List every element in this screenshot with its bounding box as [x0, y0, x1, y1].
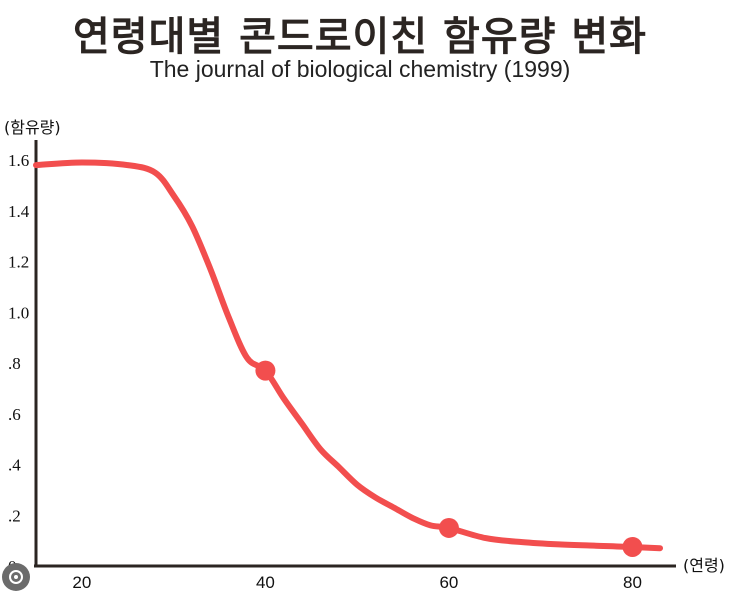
- y-tick-label: .4: [8, 456, 21, 475]
- chart-title: 연령대별 콘드로이친 함유량 변화: [73, 14, 647, 60]
- data-point-marker: [438, 517, 459, 538]
- x-axis-label: (연령): [683, 556, 725, 575]
- x-tick-label: 60: [439, 573, 458, 592]
- data-point-marker: [255, 360, 276, 381]
- data-point-marker: [622, 536, 643, 557]
- x-tick-label: 20: [72, 573, 91, 592]
- series-line: [33, 159, 663, 552]
- x-tick-label: 40: [256, 573, 275, 592]
- chart-subtitle: The journal of biological chemistry (199…: [149, 56, 571, 82]
- y-tick-label: 1.0: [8, 303, 29, 322]
- y-tick-label: 1.4: [8, 202, 30, 221]
- copy-icon[interactable]: [2, 563, 30, 591]
- y-tick-label: 1.6: [8, 151, 29, 170]
- y-tick-label: .8: [8, 354, 21, 373]
- y-tick-label: 1.2: [8, 253, 29, 272]
- y-tick-label: .2: [8, 506, 21, 525]
- y-tick-label: .6: [8, 405, 21, 424]
- x-tick-label: 80: [623, 573, 642, 592]
- y-axis-label: (함유량): [4, 118, 61, 137]
